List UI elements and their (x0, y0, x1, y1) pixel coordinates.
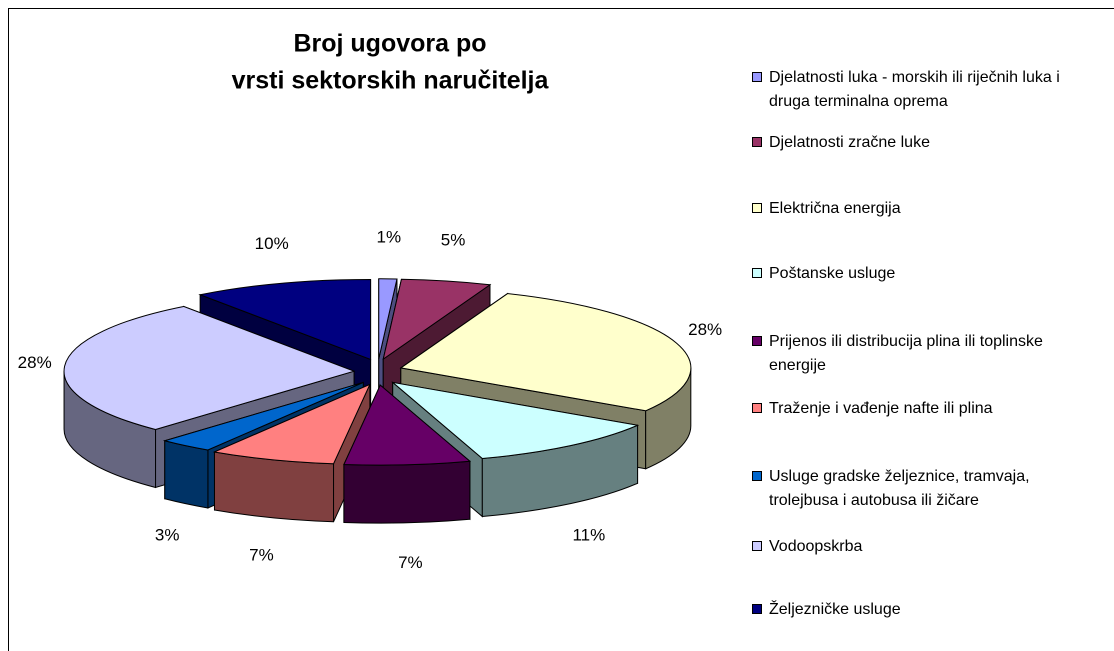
chart-title: vrsti sektorskih naručitelja (232, 67, 550, 95)
chart-title: Broj ugovora po (293, 30, 486, 58)
slice (378, 278, 398, 359)
legend-label: Vodoopskrba (769, 538, 863, 555)
data-label: 10% (255, 234, 289, 253)
legend-item: Poštanske usluge (752, 262, 1102, 286)
slice-wall (164, 440, 209, 509)
legend-swatch (752, 471, 762, 481)
legend-swatch (752, 137, 762, 147)
slice (198, 278, 372, 361)
slice (343, 384, 472, 466)
legend-swatch (752, 203, 762, 213)
data-label: 7% (249, 546, 274, 565)
slice (162, 381, 364, 451)
legend-label: Željezničke usluge (769, 601, 901, 618)
data-label: 5% (441, 231, 466, 250)
legend-item: Usluge gradske željeznice, tramvaja, tro… (752, 465, 1102, 513)
legend-label: Djelatnosti zračne luke (769, 134, 930, 151)
legend-label: Usluge gradske željeznice, tramvaja, tro… (769, 468, 1030, 509)
legend-item: Traženje i vađenje nafte ili plina (752, 397, 1102, 421)
slice (382, 278, 492, 361)
legend-label: Električna energija (769, 200, 901, 217)
legend-item: Električna energija (752, 197, 1102, 221)
legend-item: Djelatnosti zračne luke (752, 131, 1102, 155)
slice (63, 305, 356, 431)
legend-swatch (752, 72, 762, 82)
slice (390, 381, 640, 460)
legend-swatch (752, 336, 762, 346)
chart-frame (8, 8, 1114, 651)
slice (343, 384, 472, 524)
data-label: 28% (18, 353, 52, 372)
legend-item: Djelatnosti luka - morskih ili riječnih … (752, 66, 1102, 114)
legend-swatch (752, 403, 762, 413)
legend-swatch (752, 541, 762, 551)
slice (399, 293, 692, 412)
legend-label: Traženje i vađenje nafte ili plina (769, 400, 993, 417)
legend-label: Poštanske usluge (769, 265, 896, 282)
legend-label: Djelatnosti luka - morskih ili riječnih … (769, 69, 1060, 110)
data-label: 28% (688, 320, 722, 339)
data-label: 7% (398, 553, 423, 572)
data-label: 1% (377, 228, 402, 247)
slice-wall (343, 460, 471, 524)
data-label: 3% (155, 525, 180, 544)
data-label: 11% (572, 525, 605, 544)
slice (212, 383, 371, 465)
legend-swatch (752, 268, 762, 278)
legend-item: Prijenos ili distribucija plina ili topl… (752, 330, 1102, 378)
legend-label: Prijenos ili distribucija plina ili topl… (769, 333, 1043, 374)
legend-item: Vodoopskrba (752, 535, 1102, 559)
legend-swatch (752, 604, 762, 614)
legend-item: Željezničke usluge (752, 598, 1102, 622)
